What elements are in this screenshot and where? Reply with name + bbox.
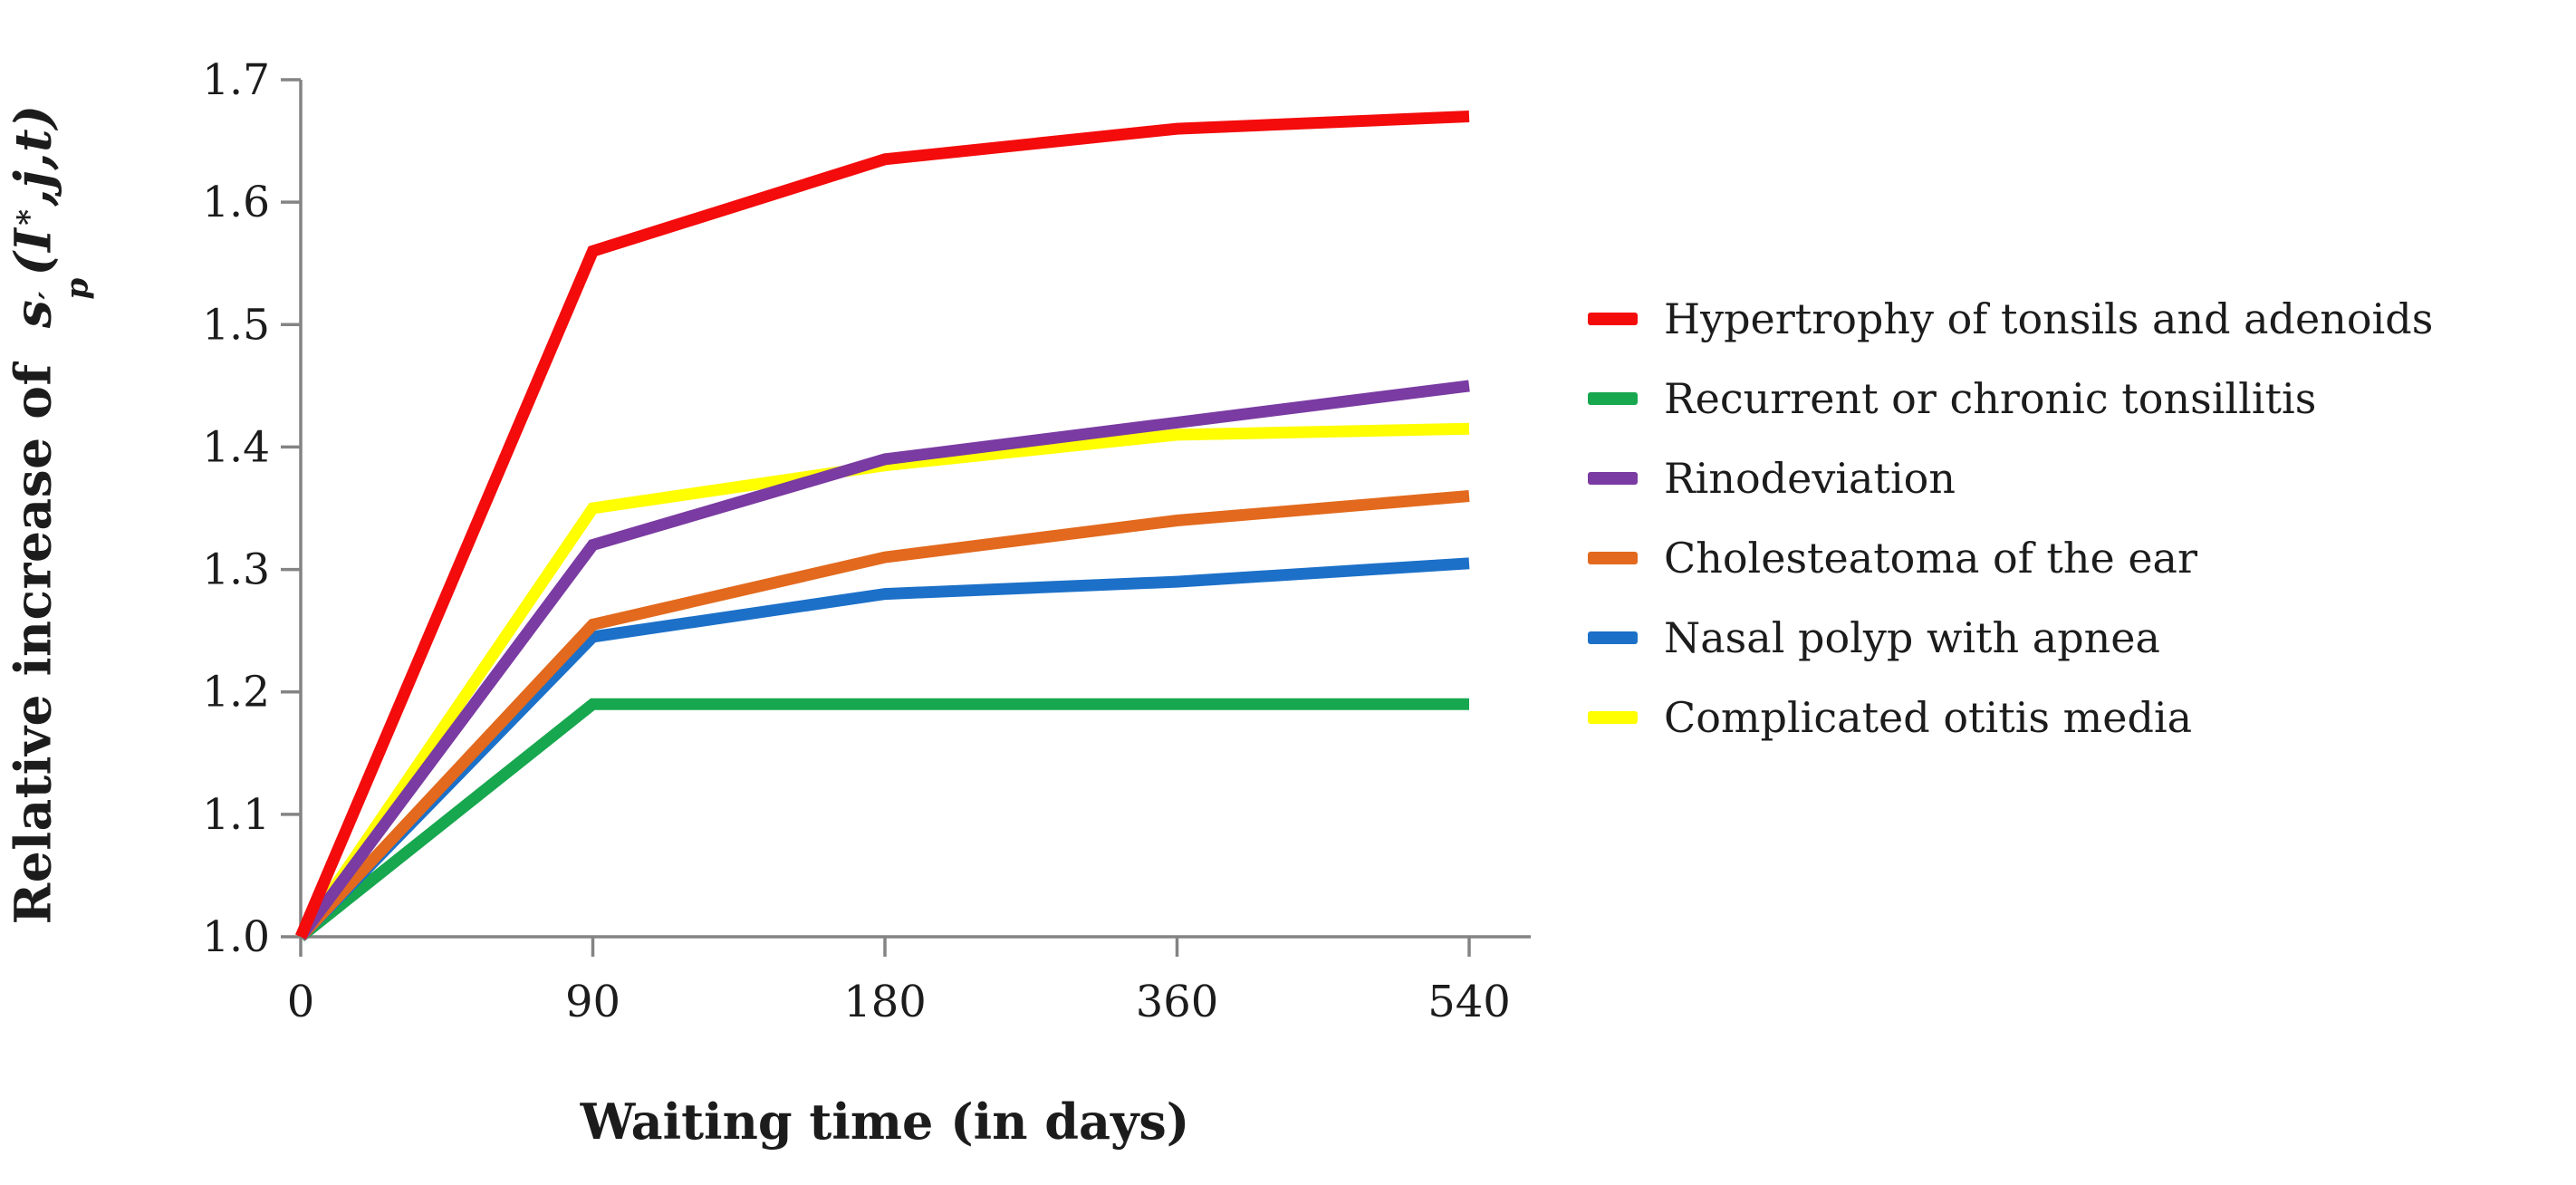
legend-label: Complicated otitis media [1664,693,2193,742]
x-tick-label: 90 [565,977,620,1027]
y-tick-label: 1.6 [202,178,270,227]
legend-swatch-3 [1588,472,1638,485]
legend-label: Cholesteatoma of the ear [1664,534,2197,583]
series-line-rinodeviation [295,380,1470,940]
y-tick-label: 1.7 [202,55,270,105]
x-tick-label: 0 [287,977,315,1027]
y-tick-label: 1.5 [202,300,270,350]
x-tick-label: 540 [1427,977,1511,1027]
series-line-recurrent-or-chronic-tonsillitis [296,698,1469,942]
y-axis-label-text: Relative increase of [3,363,62,925]
y-axis-label: Relative increase of s ′ p (I∗,j,t) [3,104,96,925]
series-lines [295,111,1470,942]
legend-item: Hypertrophy of tonsils and adenoids [1588,279,2433,359]
axes [299,80,1531,939]
legend-item: Rinodeviation [1588,438,2433,518]
legend-swatch-2 [1588,392,1638,405]
legend-swatch-1 [1588,313,1638,325]
series-line-hypertrophy-of-tonsils-and-adenoids [295,111,1470,939]
legend: Hypertrophy of tonsils and adenoids Recur… [1588,279,2433,757]
legend-item: Complicated otitis media [1588,678,2433,757]
series-line-complicated-otitis-media [295,422,1470,940]
legend-item: Recurrent or chronic tonsillitis [1588,359,2433,438]
legend-swatch-4 [1588,552,1638,564]
x-axis-label: Waiting time (in days) [580,1093,1190,1151]
series-line-cholesteatoma-of-the-ear [296,490,1470,941]
x-tick-label: 360 [1136,977,1219,1027]
x-tick-label: 180 [843,977,927,1027]
legend-label: Recurrent or chronic tonsillitis [1664,374,2317,423]
y-axis-label-formula: s ′ p (I∗,j,t) [3,104,96,329]
axis-tick-labels: 1.0 1.1 1.2 1.3 1.4 1.5 1.6 1.7 0 90 180 360 540 [202,55,1511,1027]
y-tick-label: 1.3 [202,545,270,595]
y-tick-label: 1.0 [202,912,270,962]
legend-swatch-5 [1588,631,1638,644]
y-tick-label: 1.1 [202,790,270,840]
legend-item: Cholesteatoma of the ear [1588,518,2433,598]
axis-ticks [281,78,1471,957]
legend-label: Nasal polyp with apnea [1664,613,2160,662]
legend-item: Nasal polyp with apnea [1588,598,2433,678]
legend-label: Rinodeviation [1664,454,1956,503]
y-tick-label: 1.2 [202,668,270,718]
legend-swatch-6 [1588,711,1638,724]
legend-label: Hypertrophy of tonsils and adenoids [1664,294,2434,343]
y-tick-label: 1.4 [202,422,270,472]
